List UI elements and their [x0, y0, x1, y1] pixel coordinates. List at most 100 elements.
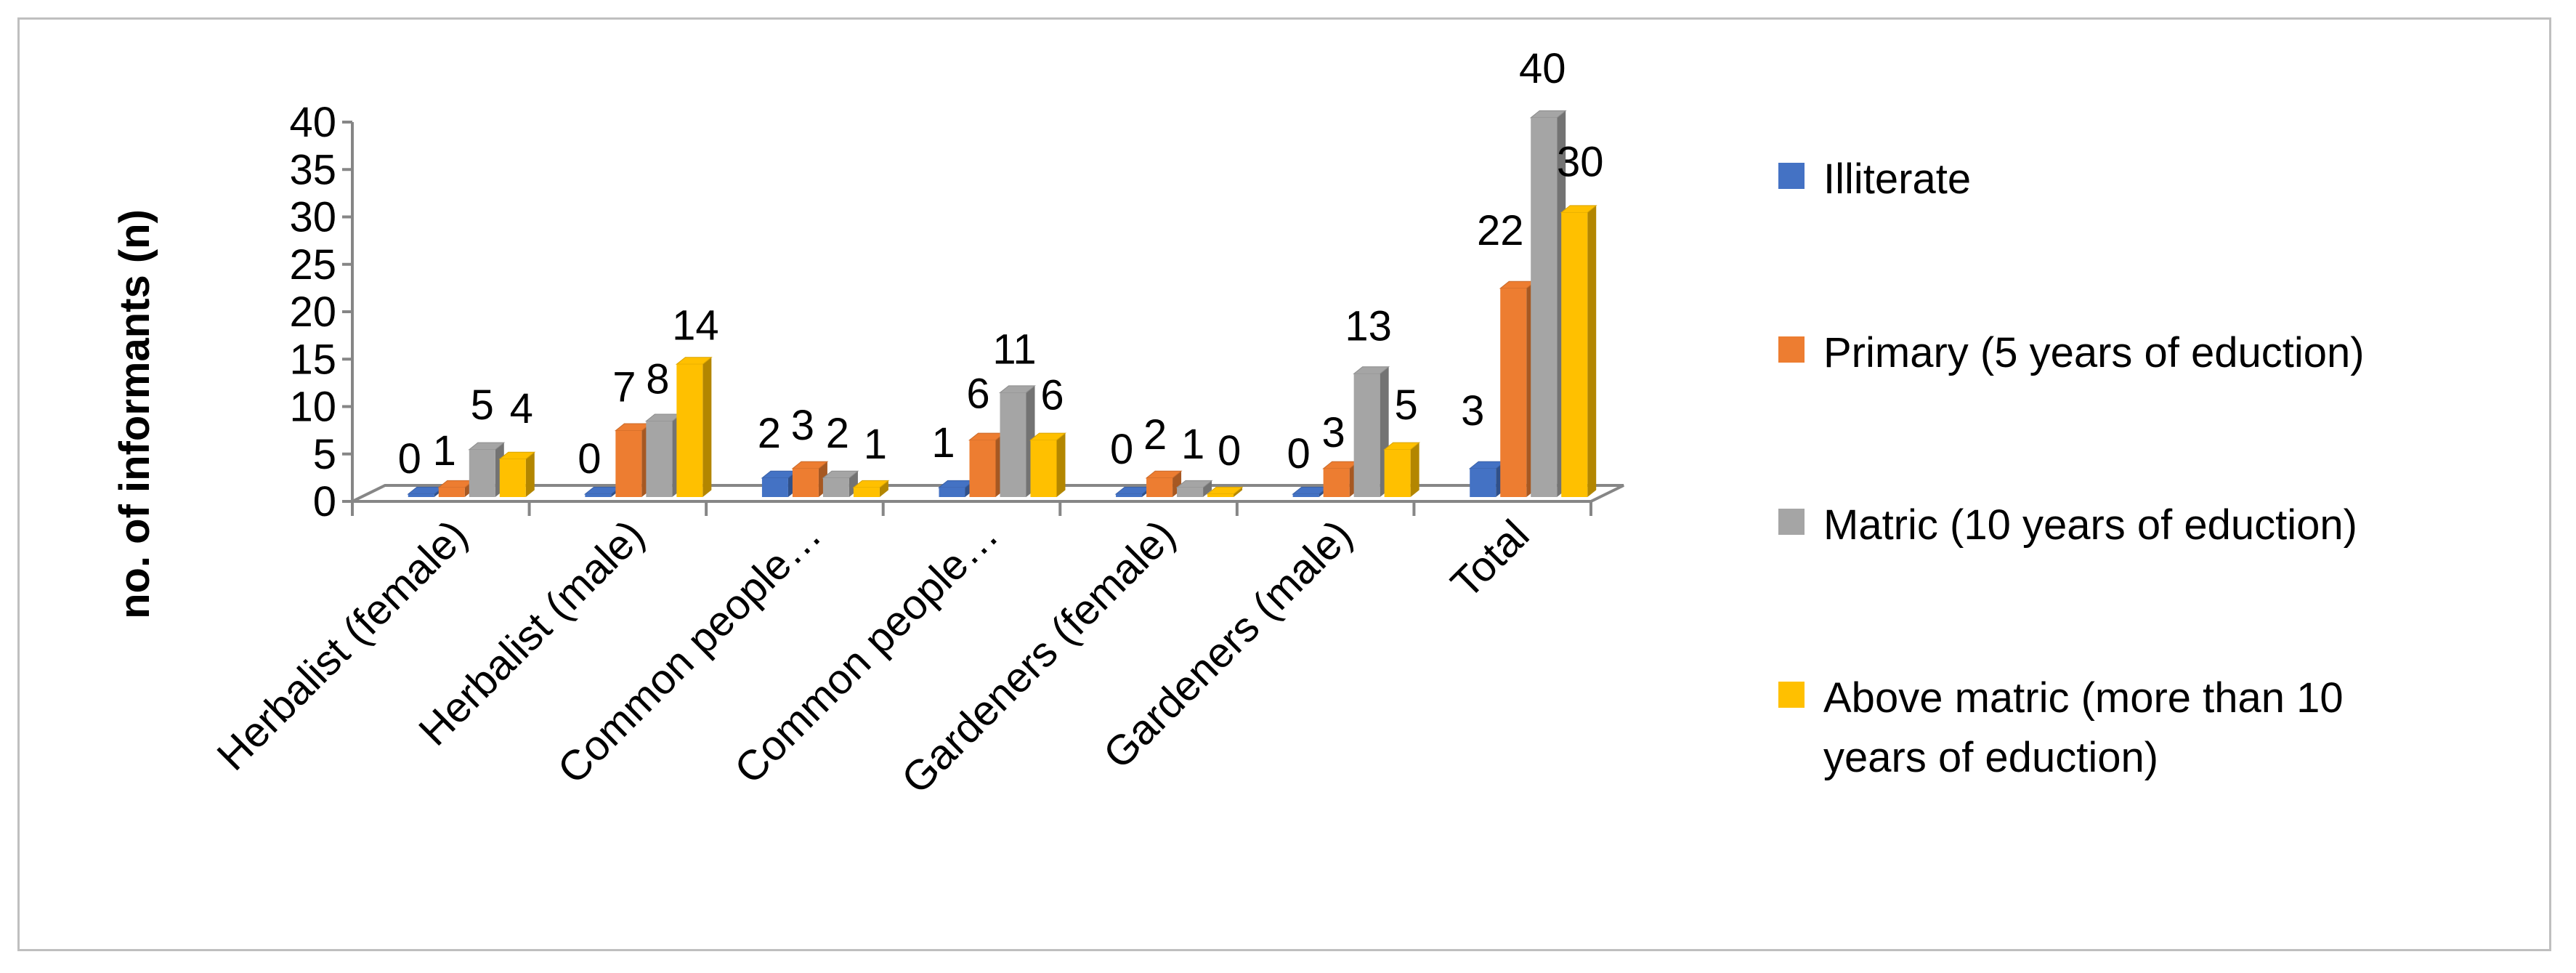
bar-front — [1353, 374, 1380, 497]
bar-side — [702, 357, 712, 497]
data-label: 1 — [433, 427, 456, 475]
legend-swatch — [1778, 682, 1805, 708]
bar-front — [1531, 118, 1558, 497]
bar — [1383, 442, 1421, 497]
bar — [938, 480, 975, 497]
bar-front — [792, 468, 819, 497]
bar — [1029, 432, 1066, 497]
bar — [1322, 461, 1360, 497]
bar-front — [969, 440, 996, 497]
y-tick-label: 30 — [289, 194, 336, 241]
data-label: 0 — [1287, 430, 1311, 477]
y-tick-label: 20 — [289, 288, 336, 336]
bar — [468, 442, 506, 497]
bar — [1353, 366, 1390, 497]
legend-swatch — [1778, 509, 1805, 535]
data-label: 11 — [992, 326, 1036, 373]
bar-side — [525, 452, 535, 497]
bar-side — [1234, 487, 1243, 497]
bar — [1560, 205, 1597, 497]
bar-front — [761, 477, 788, 497]
data-label: 0 — [1218, 427, 1241, 475]
bar-side — [1203, 480, 1212, 497]
bar-front — [1177, 487, 1204, 497]
bar-front — [585, 494, 612, 497]
bar-side — [1587, 205, 1597, 497]
bar-front — [1470, 468, 1496, 497]
data-label: 3 — [1322, 409, 1345, 456]
bar-front — [646, 421, 673, 497]
data-label: 0 — [578, 435, 601, 483]
bar-front — [1323, 468, 1350, 497]
bar — [644, 413, 682, 497]
bar-side — [1056, 433, 1066, 497]
data-label: 6 — [1040, 372, 1064, 419]
bar — [1175, 480, 1213, 497]
y-tick-label: 35 — [289, 146, 336, 193]
data-label: 1 — [931, 419, 955, 467]
bar-front — [1292, 494, 1319, 497]
bar-front — [1207, 494, 1234, 497]
y-tick-label: 15 — [289, 336, 336, 383]
bar-front — [615, 430, 642, 497]
data-label: 2 — [826, 410, 849, 457]
y-tick-label: 0 — [313, 478, 336, 525]
bar — [1206, 486, 1244, 497]
bar-front — [1146, 477, 1173, 497]
bar-front — [499, 459, 526, 497]
data-label: 0 — [1110, 426, 1133, 473]
bar — [999, 385, 1036, 497]
bar — [614, 423, 652, 497]
data-label: 5 — [471, 381, 494, 429]
bar-side — [1410, 443, 1419, 497]
bar — [852, 480, 890, 497]
bar-front — [1000, 392, 1026, 497]
data-label: 2 — [758, 410, 781, 457]
bar-front — [1116, 494, 1143, 497]
bar-front — [1030, 440, 1057, 497]
bar-front — [1384, 449, 1411, 497]
bar-front — [438, 487, 465, 497]
bar-front — [469, 449, 495, 497]
bar — [968, 432, 1005, 497]
data-label: 5 — [1395, 381, 1418, 429]
bar — [761, 470, 798, 497]
legend-label: Matric (10 years of eduction) — [1823, 501, 2357, 549]
data-label: 3 — [791, 402, 814, 449]
bar-front — [1561, 212, 1588, 497]
legend-label: Primary (5 years of eduction) — [1823, 329, 2365, 376]
y-tick-label: 10 — [289, 384, 336, 431]
data-label: 13 — [1345, 302, 1392, 350]
data-label: 40 — [1519, 45, 1566, 92]
bar-side — [879, 480, 888, 497]
data-label: 8 — [646, 356, 669, 403]
data-label: 0 — [398, 435, 421, 483]
data-label: 1 — [1181, 421, 1204, 468]
data-label: 30 — [1557, 139, 1604, 186]
data-label: 3 — [1461, 387, 1484, 435]
data-label: 2 — [1143, 411, 1167, 459]
legend-swatch — [1778, 336, 1805, 363]
data-label: 22 — [1477, 207, 1524, 254]
data-label: 1 — [864, 421, 887, 468]
bar — [498, 451, 536, 497]
data-label: 14 — [672, 302, 719, 349]
data-label: 4 — [510, 385, 533, 432]
category-label: Total — [1442, 511, 1539, 607]
bar-front — [853, 487, 880, 497]
bar — [1499, 280, 1536, 497]
bar-front — [939, 487, 965, 497]
data-label: 7 — [612, 364, 636, 411]
bar-front — [676, 364, 703, 497]
y-tick-label: 25 — [289, 241, 336, 288]
y-tick-label: 40 — [289, 99, 336, 146]
y-axis-title: no. of informants (n) — [111, 209, 158, 619]
data-label: 6 — [966, 371, 989, 418]
legend-label: Illiterate — [1823, 156, 1971, 203]
bar-front — [408, 494, 434, 497]
legend-swatch — [1778, 163, 1805, 189]
bar-front — [1500, 288, 1527, 497]
y-tick-label: 5 — [313, 431, 336, 478]
legend-label: Above matric (more than 10 years of educt… — [1823, 674, 2344, 781]
